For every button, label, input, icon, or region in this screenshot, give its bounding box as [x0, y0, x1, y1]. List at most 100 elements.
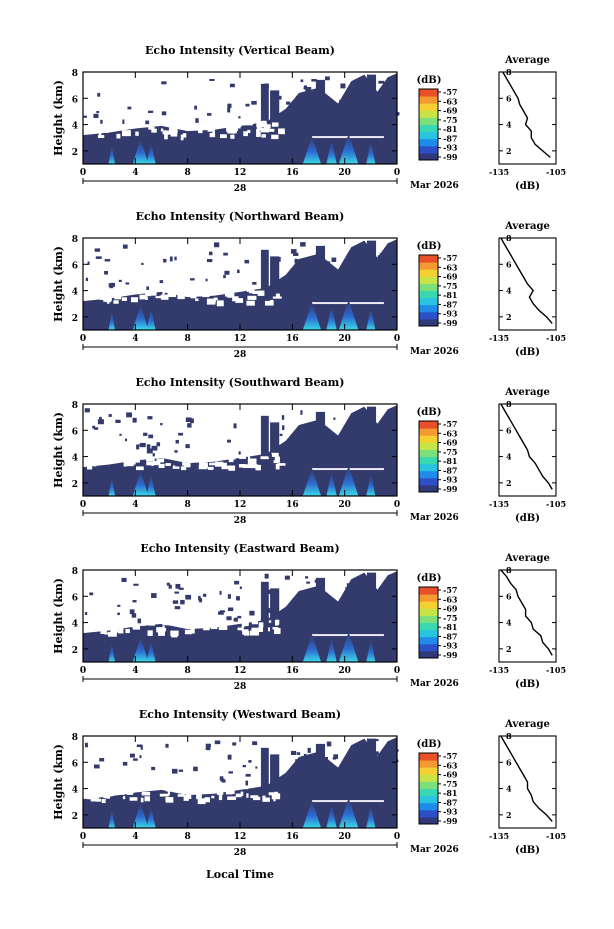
- echo-speckle: [227, 103, 232, 108]
- echo-speckle: [381, 286, 385, 291]
- average-x-tick-label: -135: [489, 167, 509, 177]
- echo-speckle: [169, 256, 173, 262]
- x-tick-label: 16: [286, 500, 299, 510]
- colorbar-swatch: [419, 89, 438, 97]
- echo-gap: [87, 793, 94, 800]
- echo-gap: [215, 461, 224, 467]
- echo-speckle: [244, 259, 250, 264]
- echo-speckle: [122, 244, 128, 249]
- echo-gap: [100, 291, 106, 295]
- echo-gap: [85, 288, 95, 294]
- echo-gap: [229, 286, 236, 291]
- colorbar-swatch: [419, 594, 438, 602]
- echo-gap: [156, 458, 165, 463]
- echo-speckle: [356, 89, 361, 95]
- echo-gap: [164, 133, 168, 140]
- echo-gap: [219, 618, 224, 623]
- echo-gap: [222, 462, 227, 468]
- echo-gap: [216, 791, 224, 795]
- echo-speckle: [354, 83, 358, 88]
- colorbar-swatch: [419, 795, 438, 804]
- panel-2: Echo Intensity (Northward Beam) Height (k…: [52, 210, 566, 360]
- echo-column: [260, 747, 269, 828]
- colorbar-tick-label: -63: [443, 594, 458, 604]
- precip-plume: [146, 474, 156, 496]
- echo-speckle: [316, 617, 319, 621]
- echo-gap: [203, 452, 212, 458]
- precip-plume: [326, 306, 337, 330]
- echo-gap: [111, 626, 119, 633]
- colorbar-tick-label: -63: [443, 262, 458, 272]
- colorbar-swatch: [419, 622, 438, 631]
- echo-speckle: [394, 759, 399, 763]
- colorbar-unit: (dB): [417, 739, 442, 750]
- month-label: Mar 2026: [410, 845, 459, 855]
- echo-speckle: [374, 610, 380, 615]
- echo-speckle: [370, 84, 376, 89]
- echo-gap: [147, 630, 153, 636]
- echo-speckle: [224, 270, 230, 275]
- echo-gap: [168, 127, 178, 134]
- colorbar-swatch: [419, 463, 438, 472]
- echo-speckle: [305, 576, 309, 579]
- echo-speckle: [219, 590, 222, 595]
- echo-speckle: [108, 414, 112, 417]
- echo-gap: [158, 463, 165, 468]
- echo-gap: [216, 621, 222, 627]
- echo-column: [315, 245, 326, 330]
- colorbar-swatch: [419, 304, 438, 313]
- echo-gap: [180, 452, 187, 458]
- echo-speckle: [312, 447, 317, 453]
- echo-gap: [241, 784, 246, 788]
- echo-speckle: [335, 113, 338, 119]
- colorbar-swatch: [419, 470, 438, 479]
- echo-gap: [203, 627, 210, 631]
- echo-gap: [197, 286, 202, 289]
- echo-gap: [188, 459, 195, 462]
- colorbar: (dB)-57-63-69-75-81-87-93-99: [417, 739, 458, 826]
- precip-plume: [132, 305, 149, 330]
- echo-speckle: [237, 615, 242, 619]
- echo-gap: [144, 796, 151, 802]
- colorbar-swatch: [419, 449, 438, 457]
- heatmap: [83, 737, 399, 828]
- echo-gap: [242, 464, 252, 469]
- echo-gap: [243, 622, 249, 626]
- echo-column: [270, 422, 280, 496]
- echo-gap: [102, 287, 107, 292]
- echo-speckle: [336, 616, 340, 620]
- colorbar: (dB)-57-63-69-75-81-87-93-99: [417, 573, 458, 660]
- average-x-label: (dB): [515, 347, 540, 358]
- average-title: Average: [504, 55, 550, 66]
- echo-gap: [147, 623, 155, 626]
- echo-gap: [276, 620, 280, 625]
- echo-speckle: [275, 95, 282, 100]
- echo-speckle: [185, 417, 192, 423]
- echo-speckle: [303, 274, 307, 278]
- echo-gap: [261, 134, 266, 138]
- echo-speckle: [252, 741, 258, 746]
- echo-speckle: [174, 256, 177, 261]
- echo-speckle: [300, 108, 305, 112]
- x-tick-label: 12: [234, 500, 247, 510]
- precip-plume: [146, 640, 156, 662]
- y-tick-label: 4: [72, 122, 78, 132]
- colorbar-swatch: [419, 131, 438, 140]
- echo-gap: [97, 135, 105, 138]
- y-tick-label: 2: [72, 480, 78, 490]
- echo-speckle: [161, 111, 167, 116]
- echo-speckle: [281, 415, 285, 420]
- echo-gap: [247, 295, 257, 300]
- echo-speckle: [385, 767, 391, 772]
- echo-gap: [246, 289, 255, 292]
- echo-speckle: [380, 88, 384, 92]
- average-x-tick-label: -105: [546, 333, 566, 343]
- precip-plume: [146, 806, 156, 828]
- x-tick-label: 0: [394, 334, 400, 344]
- echo-speckle: [100, 119, 103, 124]
- echo-speckle: [268, 453, 272, 458]
- echo-gap: [165, 797, 168, 802]
- echo-gap: [233, 128, 237, 134]
- echo-gap: [115, 786, 122, 791]
- echo-gap: [96, 291, 102, 294]
